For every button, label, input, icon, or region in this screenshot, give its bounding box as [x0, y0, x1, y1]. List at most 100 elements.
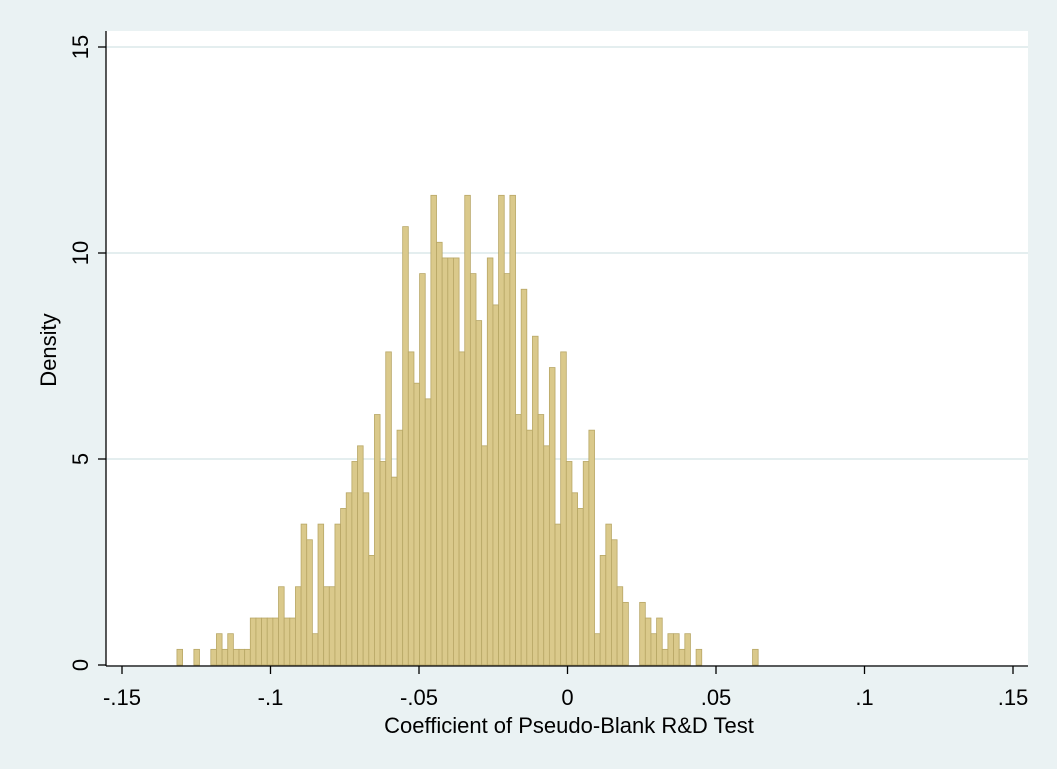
histogram-bar — [424, 398, 432, 666]
histogram-bar — [447, 257, 454, 666]
histogram-bar — [413, 382, 420, 666]
gridlines — [106, 46, 1028, 460]
histogram-bar — [334, 523, 341, 666]
x-tick-label-6: .15 — [998, 685, 1029, 710]
histogram-bar — [385, 351, 392, 666]
histogram-bar — [695, 648, 703, 666]
histogram-bar — [565, 461, 573, 666]
histogram-bar — [537, 414, 545, 666]
histogram-bar — [554, 523, 562, 666]
histogram-bar — [622, 601, 629, 666]
histogram-bar — [582, 461, 590, 666]
y-tick-label-0: 0 — [68, 659, 93, 671]
x-tick-label-3: 0 — [561, 685, 573, 710]
histogram-bar — [272, 617, 279, 666]
histogram-bar — [368, 555, 375, 666]
histogram-bar — [351, 461, 358, 666]
histogram-bar — [402, 226, 409, 666]
histogram-bar — [379, 461, 387, 666]
histogram-bar — [678, 648, 686, 666]
histogram-bar — [667, 633, 674, 666]
histogram-bar — [295, 586, 302, 666]
histogram-bar — [453, 257, 460, 666]
histogram-bar — [238, 648, 246, 666]
histogram-bar — [571, 492, 578, 666]
histogram-bar — [515, 414, 522, 666]
histogram-bar — [255, 617, 262, 666]
histogram-bar — [357, 445, 364, 666]
histogram-bar — [345, 492, 353, 666]
histogram-bar — [599, 555, 607, 666]
x-tick-label-2: -.05 — [400, 685, 438, 710]
histogram-bar — [661, 648, 669, 666]
y-tick-label-2: 10 — [68, 241, 93, 265]
histogram-bar — [616, 586, 624, 666]
histogram-bar — [673, 633, 680, 666]
histogram-bar — [210, 648, 217, 666]
histogram-bar — [752, 648, 759, 666]
histogram-bar — [396, 429, 404, 666]
histogram-bar — [216, 633, 223, 666]
histogram-bar — [650, 633, 657, 666]
histogram-bar — [526, 429, 533, 666]
histogram-bar — [605, 523, 612, 666]
histogram-bar — [244, 648, 251, 666]
histogram-bar — [611, 539, 618, 666]
histogram-bar — [464, 194, 471, 666]
histogram-bar — [458, 351, 466, 666]
histogram-bar — [278, 586, 285, 666]
histogram-bar — [656, 617, 663, 666]
histogram-bar — [498, 194, 505, 666]
histogram-bar — [430, 194, 437, 666]
histogram-bar — [543, 445, 550, 666]
histogram-bar — [300, 523, 308, 666]
histogram-bar — [684, 633, 691, 666]
histogram-bar — [261, 617, 268, 666]
x-tick-label-5: .1 — [855, 685, 873, 710]
histogram-bar — [509, 194, 516, 666]
histogram-bar — [520, 288, 528, 666]
histogram-bar — [232, 648, 240, 666]
histogram-bar — [193, 648, 200, 666]
histogram-bar — [266, 617, 274, 666]
histogram-bar — [481, 445, 488, 666]
histogram-bar — [323, 586, 330, 666]
x-tick-label-1: -.1 — [258, 685, 284, 710]
histogram-bar — [469, 273, 477, 666]
histogram-bar — [644, 617, 652, 666]
histogram-bar — [503, 273, 511, 666]
x-tick-label-0: -.15 — [103, 685, 141, 710]
histogram-bar — [176, 648, 183, 666]
histogram-bar — [588, 429, 595, 666]
histogram-bar — [340, 508, 347, 666]
y-tick-label-3: 15 — [68, 35, 93, 59]
histogram-bar — [306, 539, 313, 666]
histogram-bar — [328, 586, 336, 666]
histogram-bar — [436, 241, 443, 666]
histogram-bar — [221, 648, 229, 666]
histogram-bar — [249, 617, 257, 666]
histogram-bar — [390, 476, 398, 666]
histogram-bar — [374, 414, 381, 666]
histogram-bar — [283, 617, 291, 666]
histogram-bar — [560, 351, 567, 666]
y-axis-label: Density — [36, 313, 61, 386]
histogram-bar — [639, 601, 646, 666]
histogram-bar — [289, 617, 296, 666]
x-axis-ticks: -.15 -.1 -.05 0 .05 .1 .15 — [103, 666, 1028, 710]
x-tick-label-4: .05 — [701, 685, 732, 710]
histogram-bars — [176, 194, 759, 666]
histogram-bar — [492, 304, 499, 666]
x-axis-label: Coefficient of Pseudo-Blank R&D Test — [384, 713, 754, 738]
histogram-bar — [532, 335, 539, 666]
y-tick-label-1: 5 — [68, 453, 93, 465]
histogram-bar — [548, 367, 556, 666]
histogram-bar — [407, 351, 415, 666]
histogram-bar — [486, 257, 494, 666]
histogram-bar — [227, 633, 234, 666]
histogram-bar — [362, 492, 370, 666]
histogram-bar — [419, 273, 426, 666]
histogram-bar — [441, 257, 449, 666]
histogram-bar — [594, 633, 601, 666]
